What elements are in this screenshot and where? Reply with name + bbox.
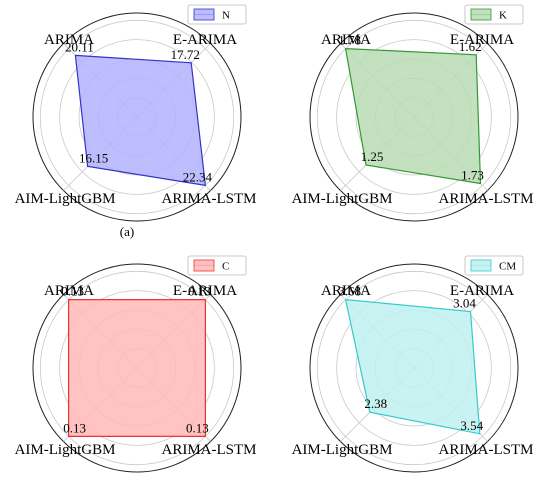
grid-ring: [316, 270, 512, 466]
panel-caption: (a): [120, 224, 134, 239]
series-area-K: [344, 47, 482, 185]
series-area-CM: [344, 298, 481, 435]
value-label-AIM-LightGBM: 16.15: [79, 150, 108, 165]
grid-ring: [316, 19, 512, 215]
value-label-ARIMA: 1.78: [338, 33, 361, 48]
grid-ring: [59, 39, 215, 195]
legend-label: C: [222, 261, 229, 273]
axis-label-E-ARIMA: E-ARIMA: [450, 32, 514, 48]
outer-circle: [32, 12, 242, 222]
legend-label: K: [499, 10, 507, 22]
legend-swatch-fill: [470, 8, 492, 21]
legend-swatch-fill: [193, 8, 215, 21]
grid-ring: [39, 19, 235, 215]
axis-label-ARIMA: ARIMA: [321, 32, 371, 48]
grid-ring: [59, 290, 215, 446]
axis-label-ARIMA: ARIMA: [321, 283, 371, 299]
legend-swatch-fill: [193, 259, 215, 272]
value-label-ARIMA: 0.13: [61, 284, 84, 299]
outer-circle: [32, 263, 242, 473]
value-label-ARIMA-LSTM: 22.34: [183, 169, 213, 184]
legend-swatch-fill: [470, 259, 492, 272]
radar-panel-4: 3.68 3.04 3.54 2.38 ARIMA E-ARIMA ARIMA-LSTM AI…: [292, 255, 534, 473]
outer-circle: [309, 12, 519, 222]
legend-label: N: [222, 10, 230, 22]
axis-label-AIM-LightGBM: AIM-LightGBM: [15, 442, 116, 458]
value-label-ARIMA: 3.68: [338, 284, 361, 299]
axis-label-ARIMA-LSTM: ARIMA-LSTM: [161, 442, 256, 458]
radar-panel-1: 20.11 17.72 22.34 16.15 ARIMA E-ARIMA ARIMA-LS…: [15, 4, 257, 239]
grid-ring: [336, 290, 492, 446]
axis-label-ARIMA-LSTM: ARIMA-LSTM: [438, 191, 533, 207]
value-label-AIM-LightGBM: 0.13: [63, 420, 86, 435]
value-label-AIM-LightGBM: 2.38: [364, 396, 387, 411]
axis-label-AIM-LightGBM: AIM-LightGBM: [15, 191, 116, 207]
value-label-ARIMA-LSTM: 0.13: [186, 420, 209, 435]
radar-panel-2: 1.78 1.62 1.73 1.25 ARIMA E-ARIMA ARIMA-LSTM AI…: [292, 4, 534, 222]
axis-label-ARIMA: ARIMA: [44, 32, 94, 48]
value-label-ARIMA: 20.11: [65, 39, 94, 54]
value-label-E-ARIMA: 0.13: [188, 284, 211, 299]
value-label-E-ARIMA: 17.72: [171, 47, 200, 62]
value-label-ARIMA-LSTM: 3.54: [460, 418, 483, 433]
grid-ring: [39, 270, 235, 466]
axis-label-ARIMA-LSTM: ARIMA-LSTM: [161, 191, 256, 207]
axis-label-ARIMA-LSTM: ARIMA-LSTM: [438, 442, 533, 458]
axis-label-AIM-LightGBM: AIM-LightGBM: [292, 442, 393, 458]
series-area-N: [74, 54, 207, 187]
outer-circle: [309, 263, 519, 473]
axis-label-ARIMA: ARIMA: [44, 283, 94, 299]
axis-label-E-ARIMA: E-ARIMA: [173, 283, 237, 299]
axis-label-AIM-LightGBM: AIM-LightGBM: [292, 191, 393, 207]
legend-label: CM: [499, 261, 516, 273]
value-label-ARIMA-LSTM: 1.73: [461, 168, 484, 183]
series-area-C: [67, 299, 206, 437]
axis-label-E-ARIMA: E-ARIMA: [450, 283, 514, 299]
value-label-E-ARIMA: 3.04: [453, 296, 476, 311]
value-label-AIM-LightGBM: 1.25: [361, 149, 384, 164]
axis-label-E-ARIMA: E-ARIMA: [173, 32, 237, 48]
value-label-E-ARIMA: 1.62: [459, 39, 482, 54]
grid-ring: [336, 39, 492, 195]
